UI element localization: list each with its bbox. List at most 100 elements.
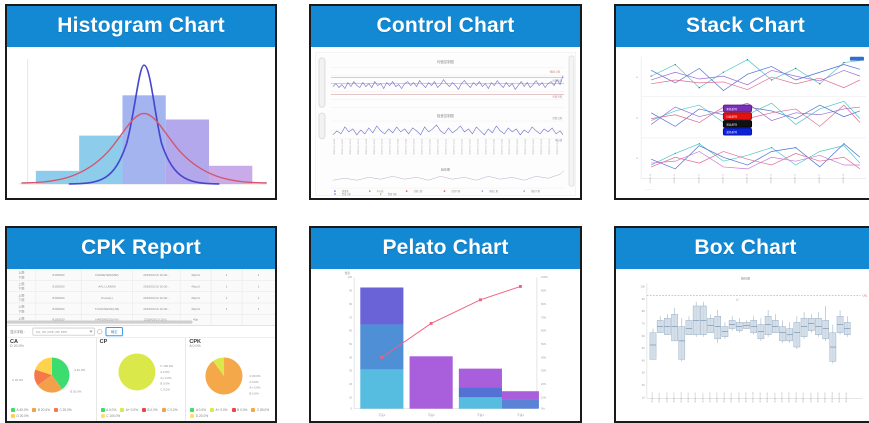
- control-scroll-left-2[interactable]: [318, 112, 326, 140]
- cpk-pie-annotation-ca-top: D 20.0%: [10, 344, 24, 349]
- svg-text:1: 1: [226, 307, 228, 311]
- pelato-right-ticks: 100% 90% 80% 70% 60% 50% 40% 30% 20% 10% 0%: [541, 275, 548, 410]
- stack-footnote: ————: [645, 189, 653, 191]
- svg-text:A+ 0.0%: A+ 0.0%: [250, 386, 261, 390]
- cpk-confirm-button[interactable]: [105, 326, 123, 336]
- svg-text:规格上限: 规格上限: [489, 189, 499, 193]
- legend-item[interactable]: B 0.0%: [231, 408, 247, 412]
- svg-text:8100000: 8100000: [53, 273, 65, 277]
- box-plot-box: [764, 316, 772, 335]
- legend-item[interactable]: B 20.0%: [32, 408, 50, 412]
- legend-item[interactable]: A+ 0.0%: [209, 408, 228, 412]
- histogram-plot: [7, 47, 275, 198]
- legend-item[interactable]: C 0.0%: [161, 408, 178, 412]
- stack-tooltip-red[interactable]: [722, 112, 753, 121]
- control-scroll-right[interactable]: [568, 55, 575, 187]
- svg-text:2018-01-10 11:20: 2018-01-10 11:20: [461, 138, 463, 154]
- cpk-pie-panel-cp: CP C 100.0% A 0.0% A+ 0.0% B 0.0% C 0.0%: [97, 337, 187, 421]
- box-plot-box: [779, 326, 786, 342]
- stack-tooltip-black[interactable]: [722, 120, 753, 128]
- legend-item[interactable]: C 80.0%: [251, 408, 269, 412]
- svg-text:2018-01-18: 2018-01-18: [843, 174, 845, 183]
- svg-text:2018-01-10 10:20: 2018-01-10 10:20: [366, 138, 368, 154]
- svg-text:A 0.0%: A 0.0%: [250, 380, 260, 384]
- svg-text:A+ 0.0%: A+ 0.0%: [160, 376, 171, 380]
- cpk-data-table[interactable]: 上限 下限 8100000 DIAMETER(MM) 2018/01/10 10:00…: [7, 269, 275, 326]
- chevron-down-icon[interactable]: [89, 330, 93, 333]
- cpk-field-select[interactable]: [32, 327, 96, 336]
- box-plot-box: [678, 326, 686, 360]
- cpk-pie-cp-legend[interactable]: A 0.0% A+ 0.0% B 0.0% C 0.0% C 100.0%: [100, 408, 183, 418]
- cpk-pie-ca-legend[interactable]: A 40.0% B 20.0% C 20.0% D 20.0%: [11, 408, 93, 418]
- legend-item[interactable]: C 100.0%: [100, 414, 120, 418]
- svg-text:1: 1: [258, 296, 260, 300]
- cpk-pie-ca-label-a: A 40.0%: [74, 369, 85, 373]
- stack-tooltip-purple[interactable]: [722, 104, 753, 113]
- card-histogram-chart[interactable]: Histogram Chart: [5, 4, 277, 200]
- stack-tooltip-group[interactable]: 紫色系列 红色系列 黑色系列 蓝色系列: [722, 104, 753, 136]
- control-svg: 均值控制图 规格上限 控制上限 控制下限 极差控制图: [315, 52, 576, 196]
- stack-tooltip-blue[interactable]: [722, 127, 753, 136]
- histogram-bars: [35, 95, 253, 184]
- svg-text:2018-01-10 11:15: 2018-01-10 11:15: [453, 138, 455, 154]
- svg-text:2018-01-17: 2018-01-17: [819, 174, 821, 183]
- svg-text:1: 1: [258, 285, 260, 289]
- svg-text:20: 20: [642, 383, 645, 387]
- card-stack-chart[interactable]: Stack Chart: [614, 4, 869, 200]
- box-x-tick-labels: 2018-01-10 2018-01-11 2018-01-12 2018-01…: [652, 392, 848, 403]
- stack-tooltip-red-label: 红色系列: [726, 115, 737, 119]
- svg-text:80%: 80%: [541, 302, 547, 306]
- svg-text:2018-01-10 10:25: 2018-01-10 10:25: [374, 138, 376, 154]
- pie-slice: [35, 357, 52, 376]
- legend-item[interactable]: A 0.0%: [190, 408, 206, 412]
- svg-text:2018-01-13: 2018-01-13: [722, 174, 724, 183]
- cpk-table-hscrollbar[interactable]: [7, 320, 193, 324]
- svg-text:40p: 40p: [193, 318, 198, 322]
- gear-icon[interactable]: [97, 328, 103, 334]
- legend-item[interactable]: D 20.0%: [11, 414, 29, 418]
- box-y-tick-labels: 100 90 80 70 60 50 40 30 20 10: [640, 284, 645, 399]
- control-legend[interactable]: 测量值 中心线 控制上限 控制下限 规格上限 规格下限 警戒上限 警戒下限: [330, 187, 565, 196]
- control-canvas: [315, 52, 576, 196]
- legend-item[interactable]: B 0.0%: [141, 408, 158, 412]
- svg-text:2018-01-12: 2018-01-12: [698, 174, 700, 183]
- control-scroll-left-1[interactable]: [318, 57, 326, 108]
- histogram-bar: [209, 165, 253, 184]
- stack-y-tick-labels: 50 50 50: [636, 77, 639, 160]
- pelato-bars: [360, 287, 539, 409]
- legend-item[interactable]: A+ 0.0%: [120, 408, 138, 412]
- svg-text:2018-01-25: 2018-01-25: [760, 393, 762, 403]
- card-pelato-chart[interactable]: Pelato Chart: [309, 226, 582, 423]
- cpk-toolbar[interactable]: 显示字段： CA, CP, CPK, PP, PPK 确定: [7, 325, 275, 338]
- legend-item[interactable]: D 20.0%: [190, 414, 208, 418]
- pelato-bar-2: [409, 356, 453, 409]
- box-plot-box: [649, 332, 657, 360]
- svg-text:100%: 100%: [541, 275, 548, 279]
- cpk-pie-cpk-legend[interactable]: A 0.0% A+ 0.0% B 0.0% C 80.0% D 20.0%: [190, 408, 272, 418]
- control-subplot2-title: 极差控制图: [437, 113, 455, 118]
- svg-text:70%: 70%: [541, 315, 547, 319]
- svg-text:2018-01-10 11:45: 2018-01-10 11:45: [501, 138, 503, 154]
- svg-text:不良3: 不良3: [477, 413, 484, 417]
- legend-item[interactable]: A 0.0%: [100, 408, 116, 412]
- card-control-chart[interactable]: Control Chart 均值控制图: [309, 4, 582, 200]
- stack-legend-badge[interactable]: [849, 56, 864, 61]
- svg-text:2018-01-10 11:35: 2018-01-10 11:35: [485, 138, 487, 154]
- svg-text:2018-01-10 11:30: 2018-01-10 11:30: [477, 138, 479, 154]
- legend-item[interactable]: A 40.0%: [11, 408, 28, 412]
- svg-text:2018-02-05: 2018-02-05: [839, 393, 841, 403]
- svg-text:2018-01-21: 2018-01-21: [731, 393, 733, 403]
- svg-text:10%: 10%: [541, 395, 547, 399]
- legend-item[interactable]: C 20.0%: [53, 408, 72, 412]
- control-label-lcl-1: 控制下限: [553, 94, 563, 98]
- svg-text:2018-01-10 10:45: 2018-01-10 10:45: [406, 138, 408, 154]
- card-box-chart[interactable]: Box Chart 箱线图 USL: [614, 226, 869, 423]
- pelato-bar-segment: [409, 356, 453, 409]
- svg-text:中心线: 中心线: [377, 189, 384, 193]
- svg-text:DIAMETER(MM): DIAMETER(MM): [95, 273, 118, 277]
- svg-text:2018-01-10 12:00: 2018-01-10 12:00: [525, 138, 527, 154]
- pelato-bar-segment: [501, 391, 539, 400]
- pelato-bar-1: [360, 287, 404, 409]
- card-cpk-report[interactable]: CPK Report 上限 下限: [5, 226, 277, 423]
